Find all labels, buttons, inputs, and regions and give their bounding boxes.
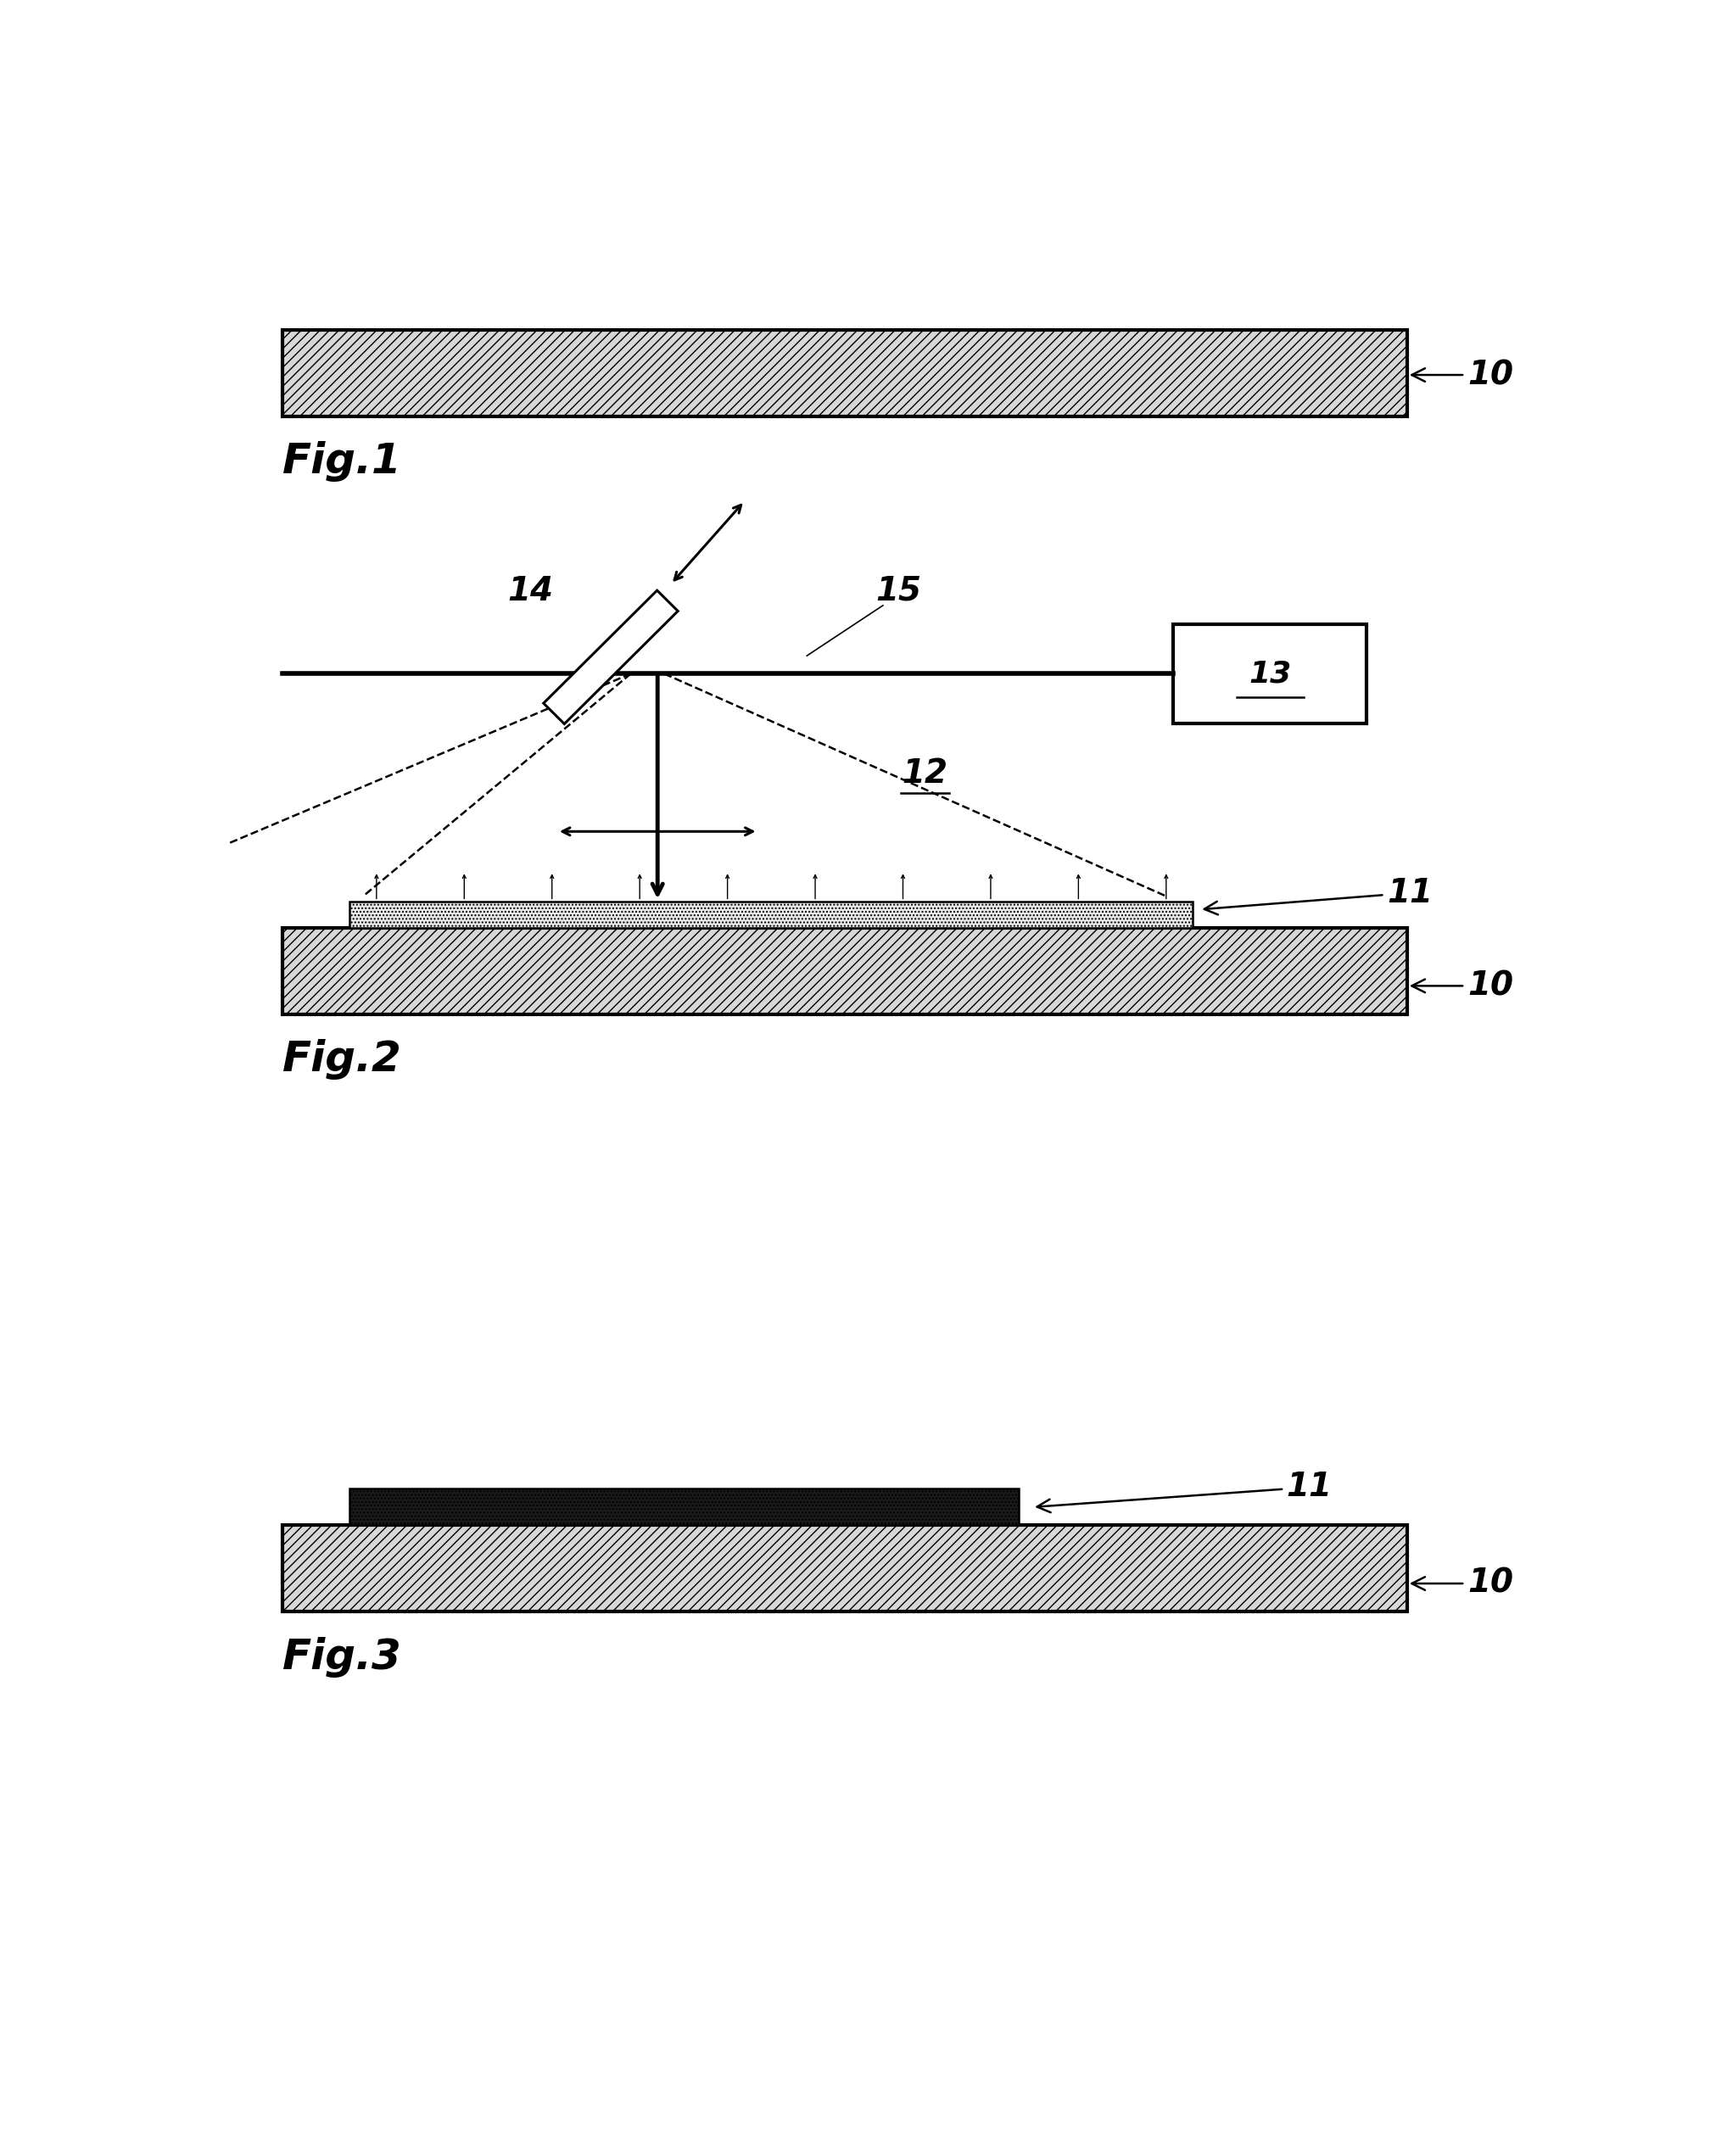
Bar xyxy=(283,330,1408,416)
Text: 15: 15 xyxy=(876,576,922,606)
Text: 12: 12 xyxy=(901,757,948,789)
Bar xyxy=(1173,623,1366,724)
Text: 10: 10 xyxy=(1411,1567,1513,1600)
Bar xyxy=(283,927,1408,1013)
Text: Fig.2: Fig.2 xyxy=(283,1039,402,1080)
Text: 11: 11 xyxy=(1204,877,1433,914)
Bar xyxy=(349,1490,1019,1526)
Text: 14: 14 xyxy=(508,576,553,606)
Text: 13: 13 xyxy=(1249,660,1292,688)
Text: 11: 11 xyxy=(1036,1470,1333,1511)
Text: Fig.1: Fig.1 xyxy=(283,442,402,483)
Bar xyxy=(283,1526,1408,1613)
Text: 10: 10 xyxy=(1411,358,1513,390)
Text: 10: 10 xyxy=(1411,970,1513,1003)
Polygon shape xyxy=(544,591,679,724)
Bar xyxy=(349,901,1193,927)
Text: Fig.3: Fig.3 xyxy=(283,1636,402,1677)
